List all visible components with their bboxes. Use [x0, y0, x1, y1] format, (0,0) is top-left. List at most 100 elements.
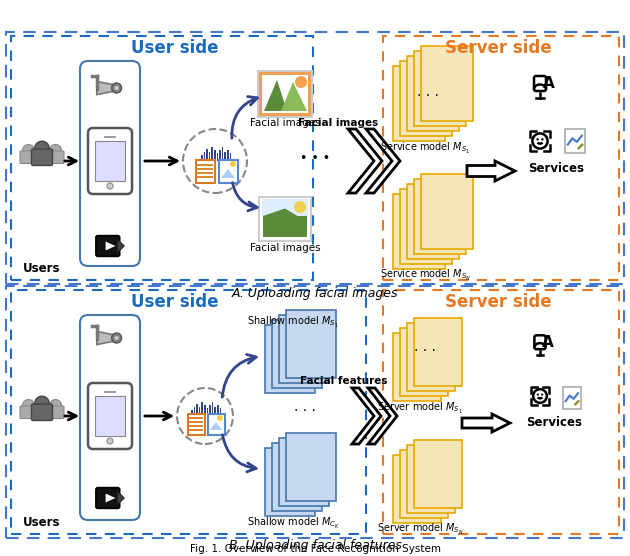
Bar — [279, 315, 329, 383]
Bar — [203, 152, 205, 162]
FancyBboxPatch shape — [88, 383, 132, 449]
Text: A: A — [542, 76, 554, 91]
Polygon shape — [578, 143, 583, 149]
Circle shape — [541, 138, 544, 141]
Bar — [286, 310, 336, 378]
Text: · · ·: · · · — [414, 344, 436, 358]
FancyBboxPatch shape — [47, 406, 64, 419]
Bar — [414, 318, 462, 386]
Bar — [227, 150, 229, 164]
FancyBboxPatch shape — [47, 151, 64, 163]
Polygon shape — [368, 388, 397, 444]
Bar — [414, 51, 466, 126]
Bar — [202, 402, 203, 422]
Bar — [286, 433, 336, 501]
Bar — [198, 407, 200, 417]
Bar — [407, 323, 455, 391]
Bar — [196, 404, 198, 420]
Text: A: A — [542, 335, 553, 350]
Bar — [421, 174, 473, 249]
Bar — [407, 184, 459, 259]
FancyBboxPatch shape — [564, 129, 585, 153]
FancyBboxPatch shape — [20, 151, 37, 163]
Circle shape — [114, 335, 119, 341]
Circle shape — [112, 333, 122, 343]
Bar — [393, 194, 445, 269]
Bar — [383, 290, 619, 534]
Circle shape — [50, 145, 62, 156]
Polygon shape — [467, 161, 515, 181]
Text: Facial images: Facial images — [249, 118, 320, 128]
Text: • • •: • • • — [300, 151, 330, 165]
Bar — [193, 407, 195, 417]
Bar — [214, 407, 216, 417]
Polygon shape — [97, 81, 113, 95]
Bar — [11, 36, 313, 280]
Text: Fig. 1. Overview of the Face Recognition System: Fig. 1. Overview of the Face Recognition… — [190, 544, 440, 554]
Text: Services: Services — [528, 161, 584, 175]
FancyBboxPatch shape — [80, 315, 140, 520]
Circle shape — [230, 161, 236, 167]
Text: Server model $M_{S_N}$: Server model $M_{S_N}$ — [377, 522, 463, 537]
Bar — [265, 448, 315, 516]
Circle shape — [295, 76, 307, 88]
Bar — [229, 153, 231, 161]
Circle shape — [23, 400, 35, 411]
Circle shape — [177, 388, 233, 444]
Text: Server side: Server side — [445, 39, 551, 57]
FancyBboxPatch shape — [207, 414, 224, 434]
Bar — [421, 46, 473, 121]
Bar — [209, 152, 210, 162]
Polygon shape — [366, 129, 400, 193]
Text: Users: Users — [23, 262, 60, 276]
Polygon shape — [263, 208, 307, 237]
Bar — [393, 333, 441, 401]
Polygon shape — [264, 80, 287, 111]
Circle shape — [294, 201, 306, 213]
FancyBboxPatch shape — [188, 414, 205, 434]
Bar — [206, 149, 208, 165]
Circle shape — [35, 396, 49, 410]
FancyBboxPatch shape — [563, 387, 581, 409]
Bar — [201, 155, 202, 160]
Bar — [407, 445, 455, 513]
Bar — [96, 336, 98, 340]
Bar — [219, 150, 220, 164]
Bar — [6, 32, 624, 284]
Bar — [209, 405, 210, 419]
Bar — [217, 153, 218, 161]
Polygon shape — [352, 388, 381, 444]
Bar — [211, 147, 213, 167]
Polygon shape — [118, 240, 124, 252]
FancyBboxPatch shape — [32, 404, 52, 420]
Text: · · ·: · · · — [417, 89, 439, 103]
Circle shape — [114, 86, 119, 91]
Bar — [224, 152, 226, 162]
Bar — [400, 189, 452, 264]
Polygon shape — [575, 400, 579, 405]
FancyBboxPatch shape — [80, 61, 140, 266]
Circle shape — [183, 129, 247, 193]
Polygon shape — [221, 169, 235, 178]
Circle shape — [537, 394, 539, 396]
Text: B. Uploading facial features: B. Uploading facial features — [229, 539, 401, 553]
Text: · · ·: · · · — [294, 404, 316, 418]
Circle shape — [107, 438, 113, 444]
Polygon shape — [118, 492, 124, 504]
Text: Service model $M_{S_N}$: Service model $M_{S_N}$ — [380, 267, 471, 282]
Bar — [6, 286, 624, 538]
Bar — [191, 410, 193, 415]
Text: Shallow model $M_{C_K}$: Shallow model $M_{C_K}$ — [246, 515, 340, 530]
Circle shape — [50, 400, 62, 411]
Circle shape — [35, 141, 49, 156]
Polygon shape — [106, 494, 115, 503]
Bar — [11, 290, 366, 534]
Text: Service model $M_{S_1}$: Service model $M_{S_1}$ — [380, 141, 470, 156]
Bar — [207, 408, 208, 416]
Circle shape — [217, 415, 223, 421]
Polygon shape — [281, 82, 307, 111]
FancyBboxPatch shape — [96, 488, 120, 508]
Bar — [95, 396, 125, 436]
Bar — [393, 66, 445, 141]
Circle shape — [107, 183, 113, 189]
